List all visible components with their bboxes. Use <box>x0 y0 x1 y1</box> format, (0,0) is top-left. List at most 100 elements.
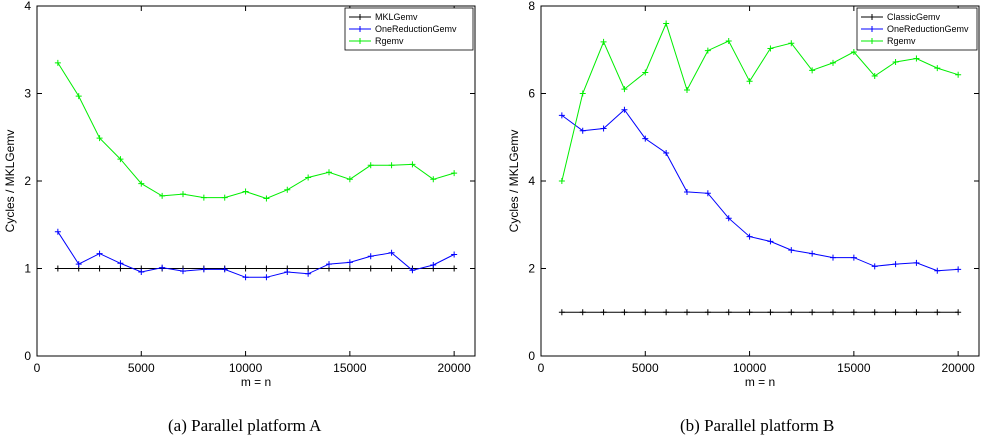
legend-marker <box>869 26 875 32</box>
data-point <box>850 48 857 55</box>
data-point <box>725 215 732 222</box>
data-point <box>305 270 312 277</box>
x-tick-label: 0 <box>538 361 545 375</box>
data-point <box>558 178 565 184</box>
data-point <box>305 265 312 272</box>
data-point <box>367 253 374 260</box>
data-point <box>684 309 690 316</box>
legend: ClassicGemv OneReductionGemv Rgemv <box>856 7 978 51</box>
data-point <box>451 251 458 258</box>
legend-label: Rgemv <box>887 36 916 46</box>
x-tick-label: 20000 <box>941 361 975 375</box>
data-point <box>388 265 395 272</box>
legend-item-onereductiongemv: OneReductionGemv <box>349 24 457 34</box>
data-point <box>725 38 732 44</box>
data-point <box>955 266 962 273</box>
data-point <box>346 265 353 272</box>
x-tick-label: 15000 <box>837 361 871 375</box>
data-point <box>579 90 586 97</box>
legend-marker <box>357 38 363 44</box>
data-point <box>767 238 774 245</box>
y-tick-label: 3 <box>24 87 31 101</box>
data-point <box>200 266 207 273</box>
data-point <box>159 192 166 199</box>
data-point <box>409 161 416 168</box>
legend-item-classicgemv: ClassicGemv <box>861 12 941 22</box>
data-point <box>558 112 565 119</box>
data-point <box>242 188 249 195</box>
data-point <box>242 265 249 272</box>
data-point <box>242 274 249 281</box>
data-point <box>913 55 920 62</box>
data-point <box>913 259 920 266</box>
series-onereductiongemv <box>54 228 458 281</box>
y-axis-label: Cycles / MKLGemv <box>3 130 17 233</box>
data-point <box>642 309 649 316</box>
data-point <box>600 309 607 316</box>
x-tick-label: 0 <box>34 361 41 375</box>
data-point <box>892 59 899 65</box>
data-point <box>850 309 857 316</box>
series-rgemv <box>54 59 458 202</box>
y-tick-label: 4 <box>528 174 535 188</box>
data-point <box>284 269 291 275</box>
y-tick-label: 2 <box>24 174 31 188</box>
data-point <box>746 309 753 316</box>
y-tick-label: 0 <box>528 349 535 363</box>
data-point <box>621 309 628 316</box>
data-point <box>326 261 332 268</box>
data-point <box>621 86 628 93</box>
data-point <box>200 194 207 201</box>
x-tick-label: 5000 <box>632 361 659 375</box>
data-point <box>663 20 670 27</box>
data-point <box>75 93 82 100</box>
data-point <box>788 247 795 254</box>
series-line <box>57 231 455 278</box>
data-point <box>263 265 270 272</box>
legend-item-rgemv: Rgemv <box>861 36 916 46</box>
y-axis-label: Cycles / MKLGemv <box>507 130 521 233</box>
data-point <box>663 309 670 316</box>
data-point <box>809 250 816 257</box>
data-point <box>346 259 353 266</box>
data-point <box>871 309 878 316</box>
y-tick-label: 2 <box>528 262 535 276</box>
data-point <box>704 309 711 316</box>
plot-frame <box>36 5 476 357</box>
legend-marker <box>357 14 363 20</box>
data-point <box>75 261 82 268</box>
legend-label: Rgemv <box>375 36 404 46</box>
legend-marker <box>869 38 875 44</box>
x-axis-label: m = n <box>241 375 271 389</box>
data-point <box>54 59 61 66</box>
data-point <box>663 150 670 156</box>
data-point <box>642 135 649 142</box>
x-axis-label: m = n <box>745 375 775 389</box>
data-point <box>684 188 690 195</box>
data-point <box>704 47 711 54</box>
data-point <box>684 87 690 93</box>
plot-frame <box>540 5 980 357</box>
data-point <box>600 125 607 132</box>
data-point <box>138 180 145 187</box>
x-tick-label: 10000 <box>229 361 263 375</box>
data-point <box>159 264 166 271</box>
legend-label: ClassicGemv <box>887 12 941 22</box>
legend: MKLGemv OneReductionGemv Rgemv <box>344 7 474 51</box>
legend-marker <box>869 14 875 20</box>
series-line <box>561 108 959 272</box>
data-point <box>138 269 145 275</box>
data-point <box>451 265 458 272</box>
data-point <box>600 38 607 45</box>
x-tick-label: 10000 <box>733 361 767 375</box>
data-point <box>767 45 774 52</box>
data-point <box>704 190 711 197</box>
caption-a: (a) Parallel platform A <box>168 416 322 435</box>
y-tick-label: 6 <box>528 87 535 101</box>
x-tick-label: 5000 <box>128 361 155 375</box>
data-point <box>305 174 312 181</box>
legend-item-mklgemv: MKLGemv <box>349 12 418 22</box>
x-tick-label: 20000 <box>437 361 471 375</box>
data-point <box>955 309 962 316</box>
